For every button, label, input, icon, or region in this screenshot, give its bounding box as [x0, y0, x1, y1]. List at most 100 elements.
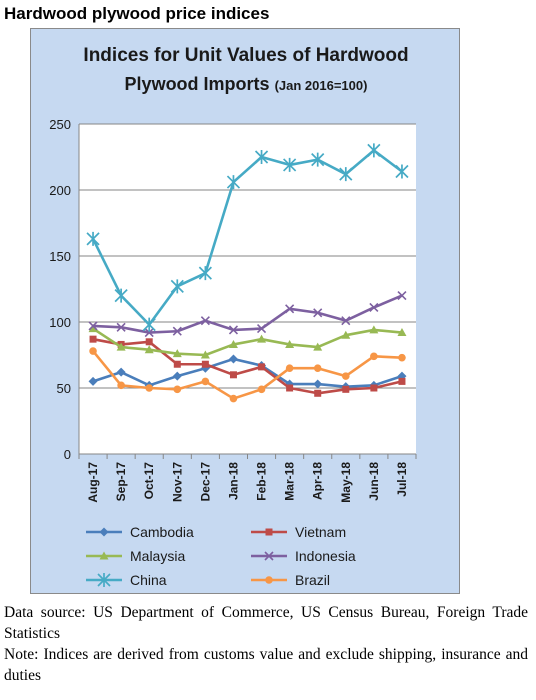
data-point-vietnam: [398, 377, 406, 385]
legend-marker-vietnam: [265, 528, 273, 536]
series-line-brazil: [92, 350, 403, 400]
data-point-indonesia: [341, 316, 351, 326]
data-point-malaysia: [144, 345, 154, 354]
data-point-indonesia: [369, 302, 379, 313]
data-point-indonesia: [88, 321, 98, 331]
legend-marker-brazil: [265, 576, 273, 584]
x-tick-label: Jun-18: [367, 462, 381, 501]
data-point-brazil: [173, 385, 182, 394]
legend-marker-china: [97, 573, 111, 587]
series-line-indonesia: [92, 294, 403, 334]
data-point-malaysia: [341, 330, 351, 339]
x-tick-label: Nov-17: [170, 462, 184, 502]
legend-label-indonesia: Indonesia: [295, 548, 356, 564]
x-tick-label: May-18: [339, 462, 353, 503]
data-point-vietnam: [173, 360, 181, 368]
data-point-brazil: [117, 381, 125, 390]
legend-label-malaysia: Malaysia: [130, 548, 185, 564]
y-tick-label: 200: [49, 183, 71, 198]
data-point-cambodia: [88, 376, 98, 386]
chart-panel: Indices for Unit Values of Hardwood Plyw…: [30, 28, 460, 594]
chart-title-main: Plywood Imports: [124, 74, 270, 94]
legend-label-cambodia: Cambodia: [130, 524, 194, 540]
data-point-indonesia: [228, 325, 239, 335]
y-tick-label: 100: [49, 315, 71, 330]
data-point-vietnam: [370, 384, 378, 392]
data-point-brazil: [370, 352, 378, 361]
data-point-malaysia: [369, 325, 379, 334]
x-tick-label: Oct-17: [142, 462, 156, 500]
y-tick-label: 50: [57, 381, 71, 396]
data-point-malaysia: [200, 350, 210, 359]
data-point-brazil: [285, 364, 294, 373]
data-point-china: [226, 175, 241, 190]
chart-title-line2: Plywood Imports (Jan 2016=100): [31, 74, 461, 95]
data-point-brazil: [257, 385, 266, 394]
data-point-china: [198, 266, 212, 281]
legend-marker-indonesia: [264, 551, 274, 561]
data-point-china: [367, 143, 381, 158]
y-tick-label: 150: [49, 249, 71, 264]
legend-label-vietnam: Vietnam: [295, 524, 346, 540]
legend-label-brazil: Brazil: [295, 572, 330, 588]
data-point-vietnam: [314, 389, 322, 397]
data-point-malaysia: [172, 349, 182, 358]
y-tick-label: 0: [64, 447, 71, 462]
data-point-brazil: [201, 377, 210, 386]
page-heading: Hardwood plywood price indices: [4, 4, 270, 23]
data-point-vietnam: [229, 371, 237, 379]
data-point-china: [86, 231, 100, 246]
data-point-vietnam: [258, 363, 266, 371]
data-point-malaysia: [228, 339, 238, 348]
legend-label-china: China: [130, 572, 167, 588]
data-point-china: [283, 157, 297, 172]
data-point-china: [170, 279, 184, 294]
data-point-malaysia: [397, 328, 407, 337]
data-point-vietnam: [342, 385, 350, 393]
series-line-malaysia: [92, 327, 403, 357]
data-point-malaysia: [116, 342, 126, 351]
chart-footer: Data source: US Department of Commerce, …: [4, 602, 528, 686]
chart-title-sub: (Jan 2016=100): [274, 78, 368, 93]
data-point-vietnam: [89, 335, 97, 343]
data-point-china: [339, 167, 353, 182]
data-point-brazil: [398, 353, 406, 362]
x-tick-label: Sep-17: [114, 462, 128, 502]
data-point-indonesia: [144, 327, 154, 338]
series-line-vietnam: [92, 337, 403, 395]
data-point-brazil: [89, 347, 97, 355]
data-point-china: [254, 150, 269, 164]
data-point-china: [395, 164, 409, 179]
data-point-indonesia: [116, 322, 126, 332]
data-point-indonesia: [313, 308, 323, 318]
data-point-indonesia: [285, 304, 295, 314]
chart-title: Indices for Unit Values of Hardwood: [83, 45, 409, 66]
data-point-brazil: [145, 384, 154, 392]
data-point-brazil: [229, 394, 238, 403]
data-point-brazil: [313, 364, 322, 373]
y-tick-label: 250: [49, 117, 71, 132]
data-point-indonesia: [200, 316, 210, 326]
data-point-malaysia: [313, 342, 323, 351]
data-point-indonesia: [256, 324, 267, 334]
data-point-cambodia: [228, 354, 238, 364]
line-chart: 0 50 100 150 200 250 Aug-17 Sep-17 Oct-17 Nov-17 D…: [49, 117, 417, 588]
x-tick-label: Feb-18: [255, 462, 269, 501]
x-tick-label: Dec-17: [198, 462, 212, 502]
methodology-note: Note: Indices are derived from customs v…: [4, 646, 528, 684]
data-point-vietnam: [145, 338, 153, 346]
x-tick-label: Apr-18: [311, 462, 325, 500]
data-point-malaysia: [88, 324, 98, 333]
data-point-cambodia: [172, 371, 182, 381]
legend-marker-malaysia: [99, 551, 109, 560]
data-point-vietnam: [201, 360, 209, 368]
x-tick-label: Aug-17: [86, 462, 100, 503]
data-point-china: [311, 152, 325, 167]
data-point-indonesia: [397, 291, 407, 301]
data-point-malaysia: [257, 334, 267, 343]
plot-area: [79, 124, 416, 454]
series-line-cambodia: [92, 357, 403, 388]
data-point-vietnam: [286, 384, 294, 392]
data-point-cambodia: [313, 379, 323, 389]
legend-marker-cambodia: [99, 527, 109, 537]
